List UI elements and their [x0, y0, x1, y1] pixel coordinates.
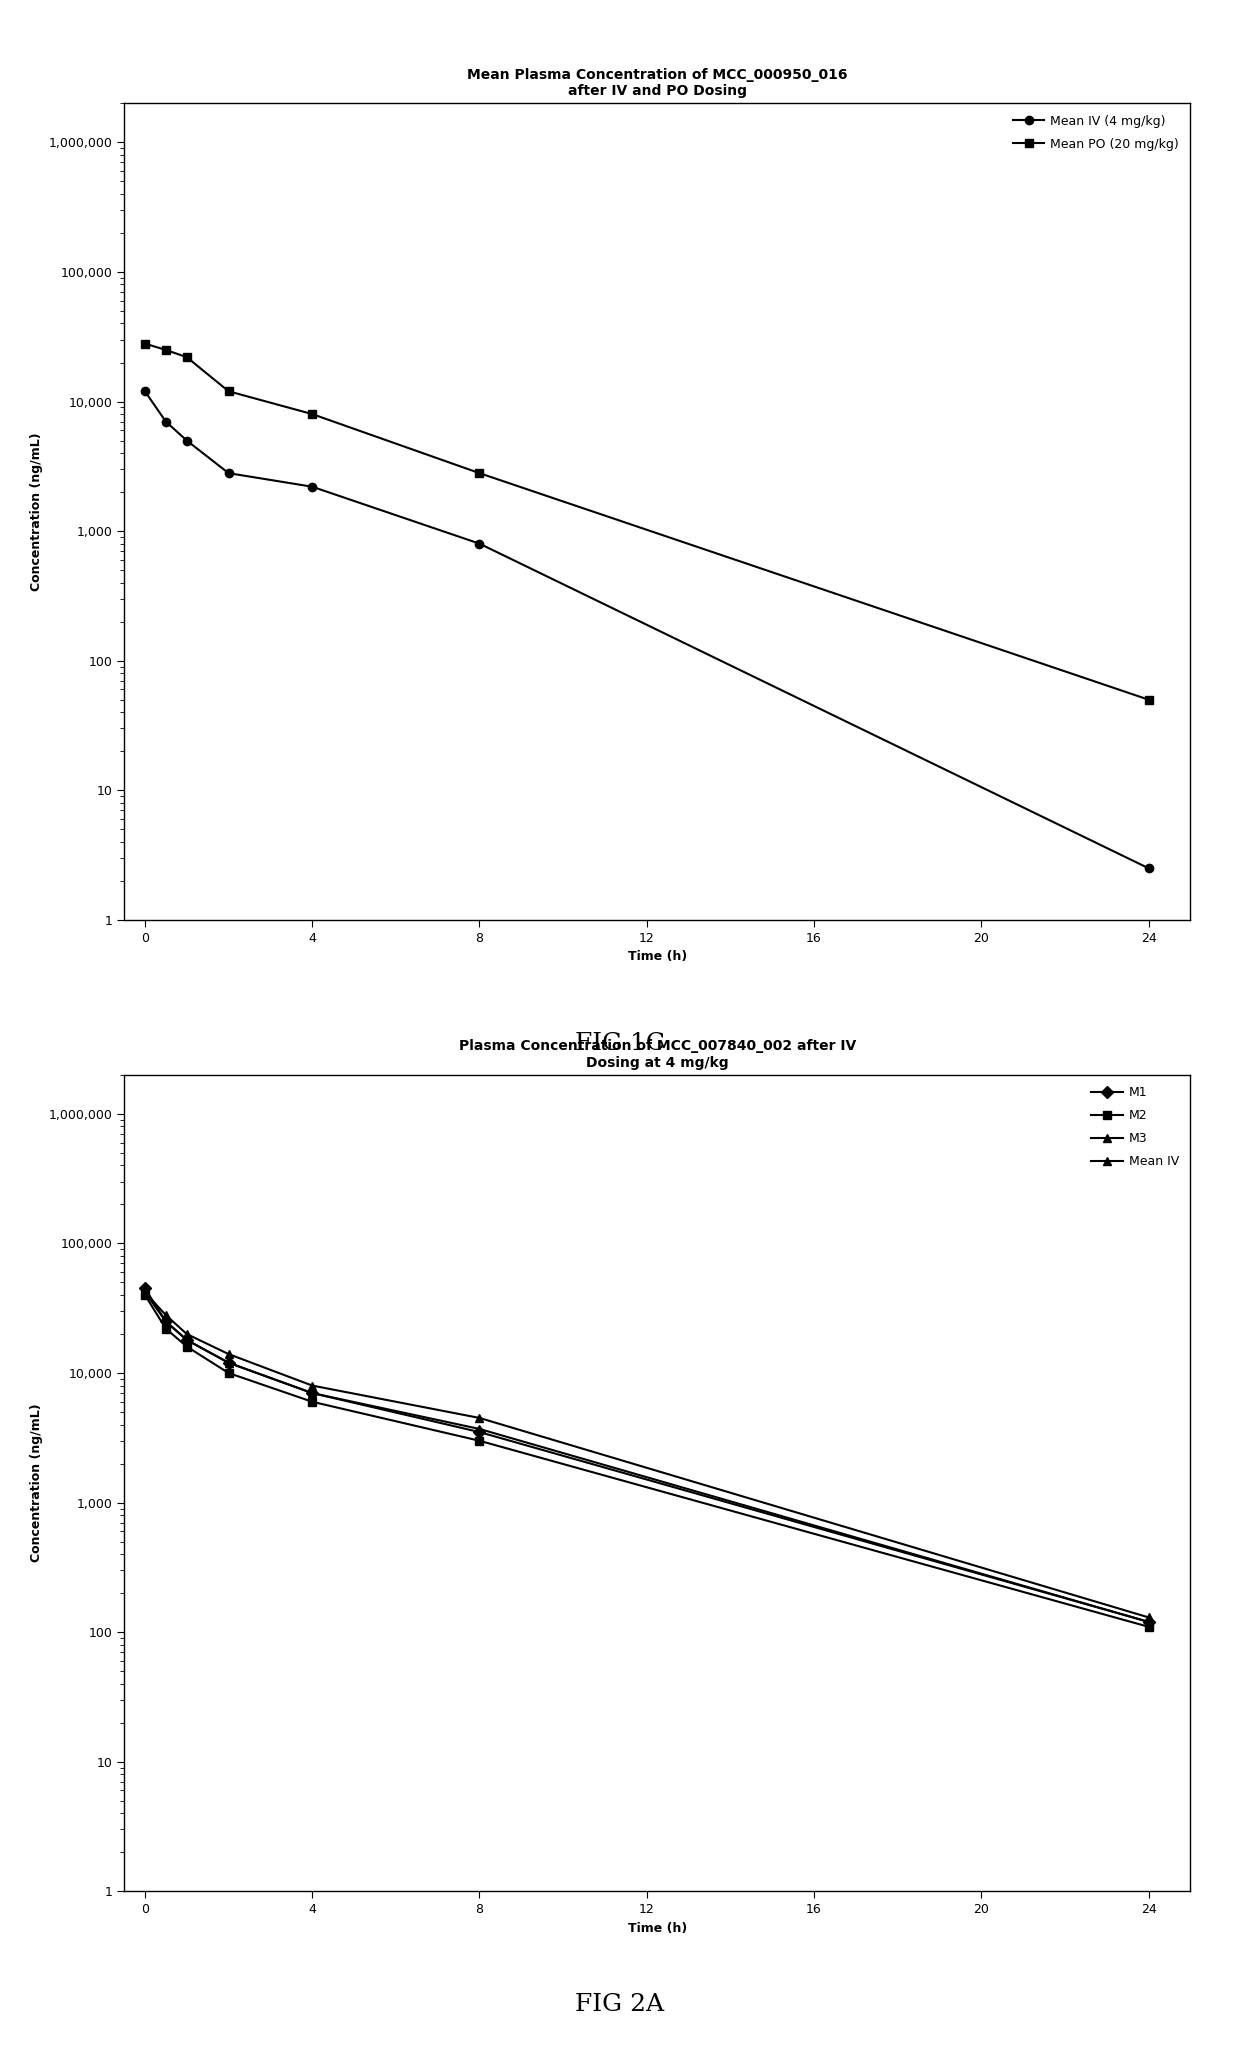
Mean IV	[221, 1350, 236, 1375]
Title: Mean Plasma Concentration of MCC_000950_016
after IV and PO Dosing: Mean Plasma Concentration of MCC_000950_…	[467, 68, 847, 97]
Text: FIG 1C: FIG 1C	[575, 1031, 665, 1056]
Mean IV (4 mg/kg)	[138, 378, 153, 403]
X-axis label: Time (h): Time (h)	[627, 1922, 687, 1935]
Y-axis label: Concentration (ng/mL): Concentration (ng/mL)	[30, 432, 42, 591]
M3	[1141, 1604, 1156, 1629]
M3	[472, 1406, 487, 1430]
Mean IV (4 mg/kg)	[221, 461, 236, 486]
M1	[221, 1350, 236, 1375]
Line: Mean IV: Mean IV	[141, 1288, 1153, 1627]
Mean IV (4 mg/kg)	[472, 531, 487, 556]
Line: M3: M3	[141, 1288, 1153, 1621]
Title: Plasma Concentration of MCC_007840_002 after IV
Dosing at 4 mg/kg: Plasma Concentration of MCC_007840_002 a…	[459, 1040, 856, 1069]
X-axis label: Time (h): Time (h)	[627, 951, 687, 963]
M2	[472, 1428, 487, 1453]
M2	[305, 1389, 320, 1414]
Mean IV	[305, 1381, 320, 1406]
Mean IV (4 mg/kg)	[1141, 856, 1156, 881]
M1	[180, 1327, 195, 1352]
Mean IV	[159, 1308, 174, 1333]
M3	[180, 1321, 195, 1346]
M2	[159, 1317, 174, 1341]
Line: M1: M1	[141, 1284, 1153, 1627]
Mean PO (20 mg/kg)	[305, 401, 320, 426]
Mean PO (20 mg/kg)	[180, 345, 195, 370]
Line: M2: M2	[141, 1290, 1153, 1631]
Mean PO (20 mg/kg)	[138, 331, 153, 356]
M2	[180, 1333, 195, 1358]
M2	[221, 1360, 236, 1385]
M1	[138, 1275, 153, 1300]
M1	[472, 1420, 487, 1445]
Mean IV (4 mg/kg)	[180, 428, 195, 453]
Mean IV	[1141, 1610, 1156, 1635]
Y-axis label: Concentration (ng/mL): Concentration (ng/mL)	[30, 1403, 42, 1563]
M1	[1141, 1610, 1156, 1635]
Mean PO (20 mg/kg)	[221, 378, 236, 403]
Text: FIG 2A: FIG 2A	[575, 1993, 665, 2017]
M2	[1141, 1614, 1156, 1639]
M2	[138, 1284, 153, 1308]
Mean IV	[180, 1327, 195, 1352]
Line: Mean PO (20 mg/kg): Mean PO (20 mg/kg)	[141, 339, 1153, 705]
Mean PO (20 mg/kg)	[1141, 686, 1156, 711]
Mean IV	[472, 1416, 487, 1441]
Mean IV (4 mg/kg)	[305, 473, 320, 498]
Mean PO (20 mg/kg)	[159, 337, 174, 362]
Mean IV	[138, 1279, 153, 1304]
M3	[138, 1279, 153, 1304]
Mean IV (4 mg/kg)	[159, 409, 174, 434]
M3	[305, 1372, 320, 1397]
Mean PO (20 mg/kg)	[472, 461, 487, 486]
Legend: Mean IV (4 mg/kg), Mean PO (20 mg/kg): Mean IV (4 mg/kg), Mean PO (20 mg/kg)	[1008, 110, 1184, 155]
M3	[159, 1302, 174, 1327]
Line: Mean IV (4 mg/kg): Mean IV (4 mg/kg)	[141, 387, 1153, 872]
M1	[305, 1381, 320, 1406]
Legend: M1, M2, M3, Mean IV: M1, M2, M3, Mean IV	[1086, 1081, 1184, 1174]
M1	[159, 1308, 174, 1333]
M3	[221, 1341, 236, 1366]
